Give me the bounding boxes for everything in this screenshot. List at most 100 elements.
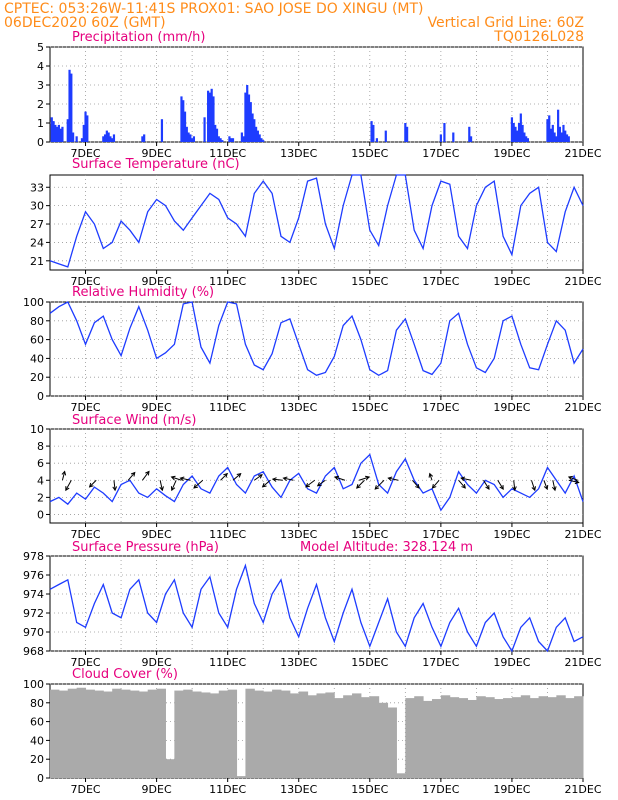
- wind-arrow-head: [257, 474, 263, 479]
- humidity-ytick-label: 100: [23, 296, 44, 309]
- precip-bar: [187, 132, 190, 142]
- wind-arrow: [568, 479, 580, 485]
- wind-arrow: [220, 472, 228, 481]
- precip-bar: [75, 136, 78, 142]
- pressure-xtick-label: 13DEC: [280, 656, 317, 669]
- cloud-ytick-label: 60: [30, 716, 44, 729]
- temp-xtick-label: 17DEC: [422, 275, 459, 288]
- wind-arrow: [141, 470, 150, 481]
- cloud-bar: [529, 698, 540, 778]
- precip-bar: [512, 123, 515, 142]
- wind-arrow-shaft: [317, 479, 326, 487]
- precip-bar: [210, 88, 213, 142]
- precip-bar: [189, 134, 192, 142]
- temp-xtick-label: 21DEC: [564, 275, 601, 288]
- wind-arrow-head: [145, 470, 150, 476]
- wind-arrow-head: [574, 479, 580, 485]
- humidity-panel: 0 20 40 60 80 100 7DEC 9DEC 11DEC 13DEC 15DEC 17DEC…: [23, 296, 602, 414]
- precip-ytick-label: 4: [37, 60, 44, 73]
- wind-arrow-shaft: [113, 480, 116, 491]
- cloud-bar: [67, 688, 78, 778]
- cloud-bar: [112, 688, 122, 778]
- cloud-bar: [369, 696, 380, 778]
- header-date: 06DEC2020 60Z (GMT): [4, 15, 166, 31]
- cloud-bar: [147, 689, 158, 778]
- humidity-xtick-label: 7DEC: [70, 401, 100, 414]
- cloud-xtick-label: 7DEC: [70, 783, 100, 796]
- humidity-ytick-label: 60: [30, 334, 44, 347]
- header-grid-note: Vertical Grid Line: 60Z: [428, 15, 584, 31]
- precip-bar: [548, 115, 551, 142]
- wind-arrow: [460, 476, 472, 482]
- wind-arrow-head: [543, 485, 549, 491]
- wind-ytick-label: 2: [37, 491, 44, 504]
- wind-arrow-shaft: [262, 479, 271, 488]
- wind-xtick-label: 15DEC: [351, 528, 388, 541]
- wind-arrow: [356, 479, 365, 489]
- pressure-xtick-label: 9DEC: [142, 656, 172, 669]
- wind-arrow: [374, 479, 385, 490]
- cloud-xtick-label: 17DEC: [422, 783, 459, 796]
- wind-arrow: [305, 479, 316, 488]
- precip-bar: [71, 132, 75, 142]
- wind-arrow-shaft: [552, 480, 556, 491]
- cloud-bar: [520, 695, 531, 778]
- wind-arrow-head: [88, 482, 94, 488]
- wind-arrow-head: [193, 484, 199, 489]
- cloud-bar: [325, 692, 335, 778]
- precip-bar: [514, 126, 517, 142]
- cloud-bar: [476, 696, 486, 778]
- precip-bar: [185, 126, 188, 142]
- wind-arrow-shaft: [127, 472, 136, 481]
- wind-arrow-shaft: [568, 479, 579, 483]
- cloud-bar: [316, 693, 326, 778]
- precip-bar: [443, 123, 446, 142]
- pressure-ytick-label: 972: [23, 607, 44, 620]
- wind-arrow-shaft: [220, 473, 228, 481]
- wind-arrow: [543, 480, 549, 491]
- cloud-bar: [343, 695, 353, 778]
- temp-frame: [49, 174, 584, 271]
- wind-arrow-shaft: [334, 476, 346, 481]
- precip-bar: [84, 111, 87, 142]
- wind-arrow-head: [236, 472, 242, 478]
- precip-xtick-label: 17DEC: [422, 147, 459, 160]
- wind-arrow-shaft: [254, 474, 263, 481]
- precip-bar: [86, 115, 89, 142]
- humidity-title: Relative Humidity (%): [72, 285, 214, 300]
- wind-arrow: [531, 480, 536, 492]
- cloud-ytick-label: 80: [30, 697, 44, 710]
- temp-xtick-label: 9DEC: [142, 275, 172, 288]
- precip-frame: [49, 46, 584, 143]
- precip-bar: [249, 102, 252, 142]
- precip-bar: [191, 138, 194, 142]
- wind-arrow-shaft: [180, 477, 191, 481]
- wind-arrow-head: [65, 486, 70, 492]
- precip-bar: [212, 96, 215, 142]
- wind-xtick-label: 9DEC: [142, 528, 172, 541]
- precip-bar: [207, 90, 210, 142]
- precip-bar: [183, 111, 187, 142]
- precip-bar: [517, 123, 521, 142]
- precip-bar: [102, 136, 105, 142]
- precip-bar: [111, 138, 114, 142]
- cloud-bar: [565, 698, 575, 778]
- pressure-ytick-label: 976: [23, 569, 44, 582]
- precip-bar: [254, 126, 258, 142]
- wind-arrow-head: [316, 481, 322, 487]
- precip-bar: [468, 126, 471, 142]
- wind-arrow: [334, 475, 346, 481]
- precip-bar: [516, 130, 519, 142]
- cloud-xtick-label: 13DEC: [280, 783, 317, 796]
- precip-bar: [526, 138, 530, 142]
- precip-bar: [240, 132, 243, 142]
- temp-xtick-label: 19DEC: [493, 275, 530, 288]
- humidity-xtick-label: 15DEC: [351, 401, 388, 414]
- precip-bar: [251, 113, 254, 142]
- wind-xtick-label: 21DEC: [564, 528, 601, 541]
- wind-arrow: [271, 477, 283, 482]
- wind-xtick-label: 7DEC: [70, 528, 100, 541]
- precip-bar: [180, 96, 183, 142]
- cloud-bar: [103, 691, 113, 778]
- precip-bar: [510, 117, 514, 142]
